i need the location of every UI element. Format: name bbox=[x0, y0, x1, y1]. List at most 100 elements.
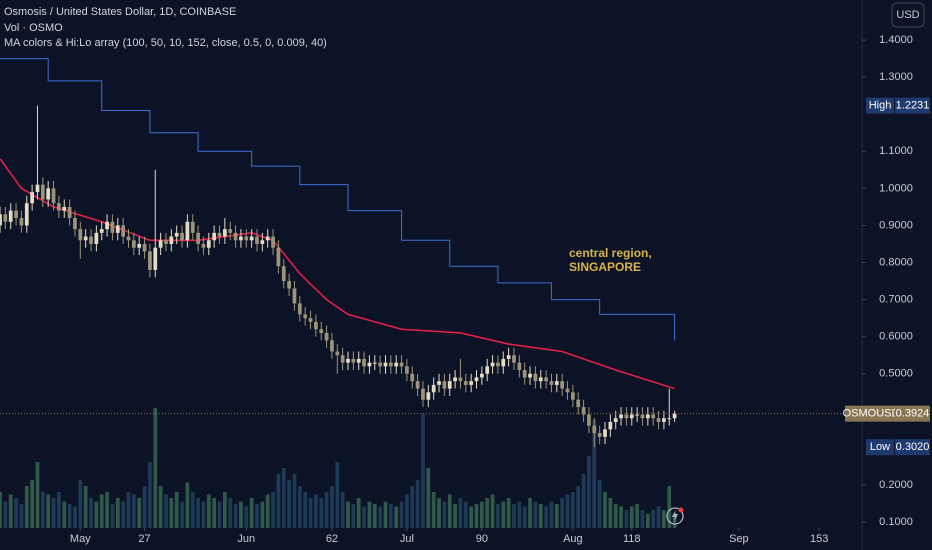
volume-bar bbox=[356, 498, 361, 528]
volume-bar bbox=[185, 482, 190, 528]
candle-body bbox=[388, 362, 393, 367]
candle-body bbox=[346, 358, 350, 363]
candle-body bbox=[40, 184, 45, 200]
axis-layer: 1.4000 1.3000 1.1000 1.0000 0.9000 0.8000 0.70… bbox=[0, 34, 930, 545]
candle-body bbox=[67, 206, 72, 219]
volume-bar bbox=[244, 506, 249, 528]
volume-bar bbox=[3, 501, 8, 528]
y-tick-label: 0.9000 bbox=[879, 219, 913, 231]
candle-body bbox=[30, 192, 34, 204]
candle-body bbox=[394, 362, 399, 367]
candle-body bbox=[442, 381, 447, 389]
y-tick-label: 1.1000 bbox=[879, 145, 913, 157]
volume-bar bbox=[399, 501, 404, 528]
volume-bar bbox=[463, 501, 468, 528]
candle-body bbox=[115, 225, 120, 233]
volume-bar bbox=[592, 420, 597, 528]
volume-bar bbox=[619, 506, 623, 528]
volume-bar bbox=[485, 498, 490, 528]
x-tick-label: 90 bbox=[476, 533, 488, 545]
candle-body bbox=[8, 210, 13, 222]
marker-name: High bbox=[869, 100, 892, 112]
volume-bar bbox=[78, 480, 83, 528]
marker-name-box bbox=[845, 405, 897, 422]
candle-body bbox=[667, 418, 672, 420]
candle-body bbox=[57, 203, 61, 211]
volume-bar bbox=[571, 492, 575, 528]
candle-body bbox=[222, 229, 227, 237]
volume-bar bbox=[73, 506, 77, 528]
candle-body bbox=[399, 362, 404, 367]
candle-body bbox=[142, 243, 147, 252]
volume-bar bbox=[174, 492, 179, 528]
candle-body bbox=[351, 358, 356, 363]
marker-value: 0.3020 bbox=[896, 441, 930, 453]
candle-body bbox=[372, 362, 377, 364]
volume-bar bbox=[603, 492, 607, 528]
volume-bar bbox=[0, 492, 2, 528]
volume-bar bbox=[222, 492, 227, 528]
y-tick-label: 0.1000 bbox=[879, 516, 913, 528]
candle-body bbox=[265, 236, 270, 241]
volume-bar bbox=[206, 494, 211, 528]
volume-bar bbox=[62, 501, 67, 528]
candle-body bbox=[271, 236, 275, 248]
replay-icon[interactable] bbox=[666, 507, 684, 525]
candle-body bbox=[217, 232, 222, 237]
volume-bar bbox=[597, 480, 602, 528]
candle-body bbox=[99, 229, 104, 233]
x-tick-label: 27 bbox=[138, 533, 150, 545]
volume-bar bbox=[324, 492, 329, 528]
volume-bar bbox=[394, 506, 399, 528]
volume-bar bbox=[651, 510, 656, 528]
y-tick-label: 1.4000 bbox=[879, 34, 913, 46]
volume-bar bbox=[19, 504, 24, 528]
candle-body bbox=[14, 210, 18, 219]
marker-value: 0.3924 bbox=[896, 408, 930, 420]
volume-bar bbox=[640, 510, 645, 528]
x-tick-label: 118 bbox=[623, 533, 641, 545]
volume-bar bbox=[99, 494, 104, 528]
candle-body bbox=[228, 229, 233, 233]
marker-value-box bbox=[895, 405, 930, 422]
volume-bar bbox=[35, 462, 40, 528]
y-tick-label: 1.3000 bbox=[879, 71, 913, 83]
volume-bar bbox=[528, 498, 532, 528]
candle-body bbox=[340, 355, 345, 363]
volume-bar bbox=[255, 504, 259, 528]
candle-body bbox=[233, 232, 238, 241]
volume-bar bbox=[110, 504, 115, 528]
candle-body bbox=[405, 366, 409, 374]
candle-body bbox=[367, 362, 372, 367]
candle-body bbox=[276, 247, 281, 267]
volume-bar bbox=[94, 501, 99, 528]
currency-label[interactable]: USD bbox=[896, 9, 919, 21]
volume-bar bbox=[335, 462, 340, 528]
candle-body bbox=[249, 236, 254, 241]
volume-bar bbox=[249, 498, 254, 528]
volume-bar bbox=[137, 498, 142, 528]
moving-average-line bbox=[0, 158, 675, 390]
volume-bar bbox=[239, 501, 243, 528]
volume-bar bbox=[51, 498, 56, 528]
candle-body bbox=[169, 236, 174, 244]
candle-body bbox=[512, 355, 516, 363]
marker-name-box bbox=[866, 97, 894, 114]
volume-bar bbox=[383, 501, 388, 528]
candle-body bbox=[490, 362, 495, 367]
volume-bar bbox=[512, 504, 516, 528]
candle-body bbox=[479, 373, 484, 378]
candle-body bbox=[619, 414, 623, 419]
volume-bar bbox=[608, 498, 613, 528]
candle-body bbox=[174, 232, 179, 237]
currency-button[interactable] bbox=[891, 2, 925, 28]
volume-bar bbox=[148, 462, 152, 528]
volume-bar bbox=[474, 504, 479, 528]
chart-title: Osmosis / United States Dollar, 1D, COIN… bbox=[4, 6, 236, 18]
volume-bar bbox=[372, 504, 377, 528]
candle-body bbox=[0, 214, 2, 226]
volume-bar bbox=[153, 408, 158, 528]
annotation: SINGAPORE bbox=[569, 260, 641, 274]
x-tick-label: Sep bbox=[729, 533, 749, 545]
candle-body bbox=[645, 414, 650, 419]
